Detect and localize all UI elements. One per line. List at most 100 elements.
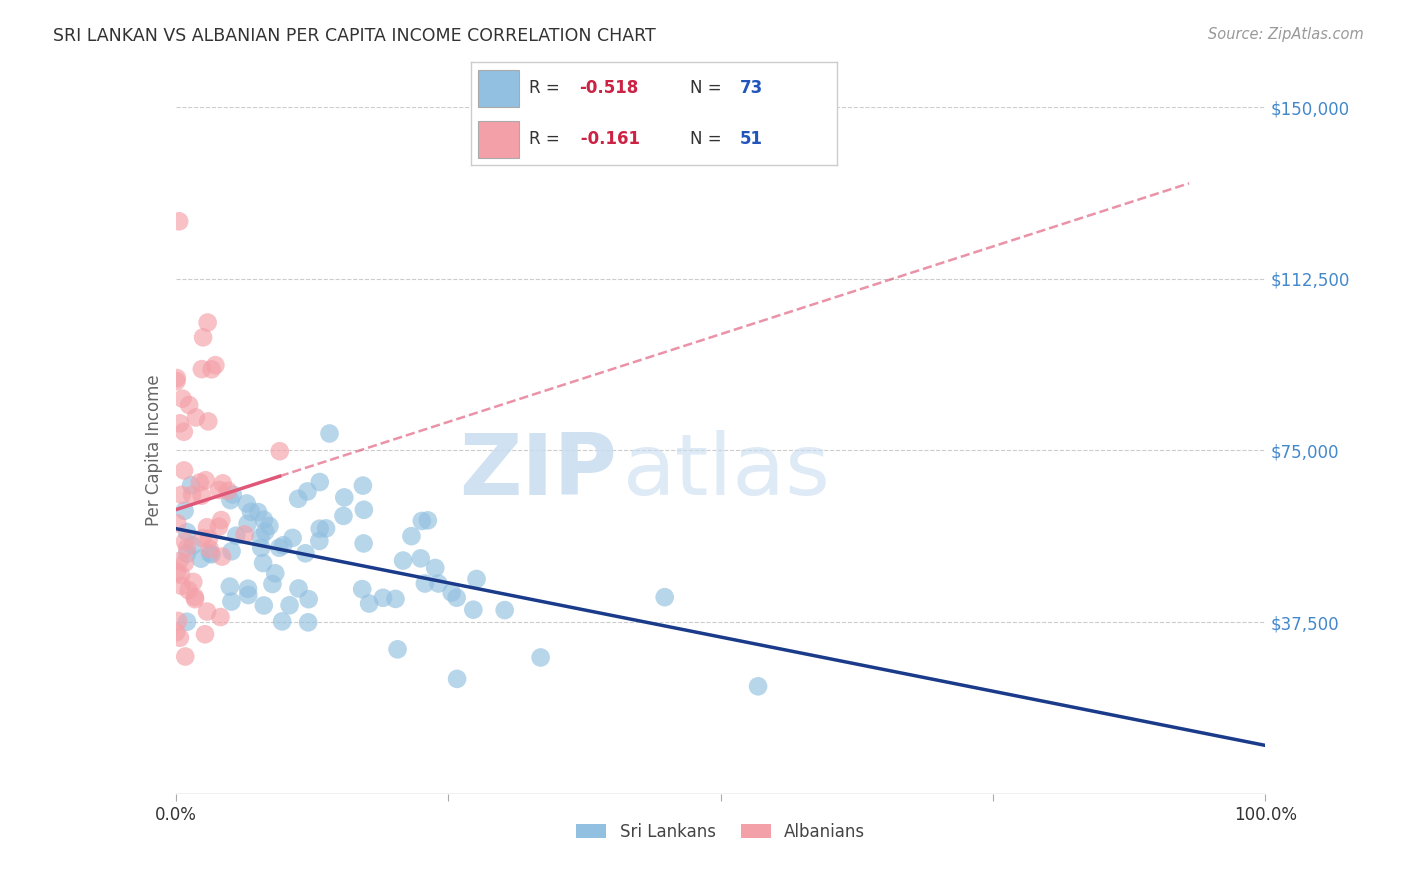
Point bbox=[181, 574, 204, 589]
Point bbox=[425, 561, 447, 575]
Bar bbox=[478, 121, 519, 158]
Point bbox=[298, 592, 321, 607]
Point bbox=[181, 488, 204, 502]
Text: R =: R = bbox=[530, 130, 565, 148]
Point bbox=[176, 615, 198, 629]
Point bbox=[225, 528, 247, 542]
Point bbox=[249, 531, 271, 545]
Point bbox=[176, 541, 198, 555]
Point bbox=[269, 541, 291, 555]
Point bbox=[190, 551, 212, 566]
Point bbox=[219, 493, 242, 508]
Point bbox=[271, 538, 294, 552]
Point bbox=[221, 594, 243, 608]
Point bbox=[654, 590, 676, 604]
Point bbox=[176, 525, 198, 540]
Point bbox=[188, 475, 211, 490]
Point bbox=[278, 599, 301, 613]
Point bbox=[392, 553, 415, 567]
Point bbox=[259, 519, 281, 533]
Point bbox=[353, 503, 375, 517]
Point bbox=[218, 580, 240, 594]
Point bbox=[287, 582, 309, 596]
Point bbox=[287, 491, 309, 506]
Point bbox=[167, 614, 190, 628]
Point bbox=[173, 534, 195, 549]
Point bbox=[252, 556, 274, 570]
Point bbox=[211, 476, 233, 491]
Point bbox=[308, 522, 330, 536]
Point bbox=[318, 426, 340, 441]
Point bbox=[440, 585, 463, 599]
Point bbox=[173, 556, 195, 570]
Point bbox=[239, 505, 262, 519]
Point bbox=[173, 504, 195, 518]
Point bbox=[173, 425, 195, 439]
Point bbox=[184, 410, 207, 425]
Point bbox=[247, 505, 270, 519]
Point bbox=[353, 536, 375, 550]
Point bbox=[233, 527, 256, 541]
Point bbox=[747, 679, 769, 693]
Point bbox=[297, 484, 319, 499]
Text: N =: N = bbox=[690, 130, 727, 148]
Point bbox=[352, 582, 374, 596]
Point bbox=[201, 547, 224, 561]
Point bbox=[384, 591, 406, 606]
Point bbox=[413, 576, 436, 591]
Point bbox=[264, 566, 287, 581]
Point bbox=[352, 478, 374, 492]
Point bbox=[198, 542, 221, 557]
Point bbox=[184, 590, 207, 604]
Point bbox=[173, 463, 195, 477]
Point bbox=[416, 513, 439, 527]
Point bbox=[165, 625, 187, 640]
Point bbox=[170, 579, 193, 593]
Text: atlas: atlas bbox=[623, 430, 831, 513]
Point bbox=[169, 631, 191, 645]
Point bbox=[170, 488, 193, 502]
Point bbox=[401, 529, 423, 543]
Point bbox=[221, 544, 243, 558]
Text: -0.518: -0.518 bbox=[579, 79, 638, 97]
Point bbox=[359, 597, 381, 611]
Point bbox=[446, 591, 468, 605]
Text: 73: 73 bbox=[740, 79, 763, 97]
Text: SRI LANKAN VS ALBANIAN PER CAPITA INCOME CORRELATION CHART: SRI LANKAN VS ALBANIAN PER CAPITA INCOME… bbox=[53, 27, 657, 45]
Point bbox=[190, 489, 212, 503]
Text: -0.161: -0.161 bbox=[575, 130, 640, 148]
Point bbox=[253, 599, 276, 613]
Point bbox=[204, 358, 226, 372]
Bar bbox=[478, 70, 519, 106]
Point bbox=[197, 414, 219, 428]
Point bbox=[371, 591, 394, 605]
Point bbox=[332, 508, 354, 523]
Point bbox=[411, 514, 433, 528]
Point bbox=[172, 392, 194, 406]
Point bbox=[294, 546, 316, 560]
Point bbox=[194, 627, 217, 641]
Point bbox=[209, 610, 232, 624]
Point bbox=[253, 513, 276, 527]
Point bbox=[191, 362, 214, 376]
Point bbox=[167, 214, 190, 228]
Point bbox=[166, 374, 188, 388]
Point bbox=[281, 531, 304, 545]
Point bbox=[195, 520, 218, 534]
Point bbox=[169, 417, 191, 431]
Point bbox=[254, 524, 277, 539]
Point bbox=[236, 516, 259, 531]
Text: R =: R = bbox=[530, 79, 565, 97]
Point bbox=[180, 478, 202, 492]
Point bbox=[235, 496, 257, 510]
Point bbox=[170, 568, 193, 582]
Text: N =: N = bbox=[690, 79, 727, 97]
Point bbox=[297, 615, 319, 630]
Point bbox=[463, 603, 485, 617]
Point bbox=[217, 483, 239, 498]
Point bbox=[198, 546, 221, 560]
Point bbox=[315, 521, 337, 535]
Point bbox=[181, 539, 204, 553]
Point bbox=[209, 513, 232, 527]
Point bbox=[179, 398, 201, 412]
